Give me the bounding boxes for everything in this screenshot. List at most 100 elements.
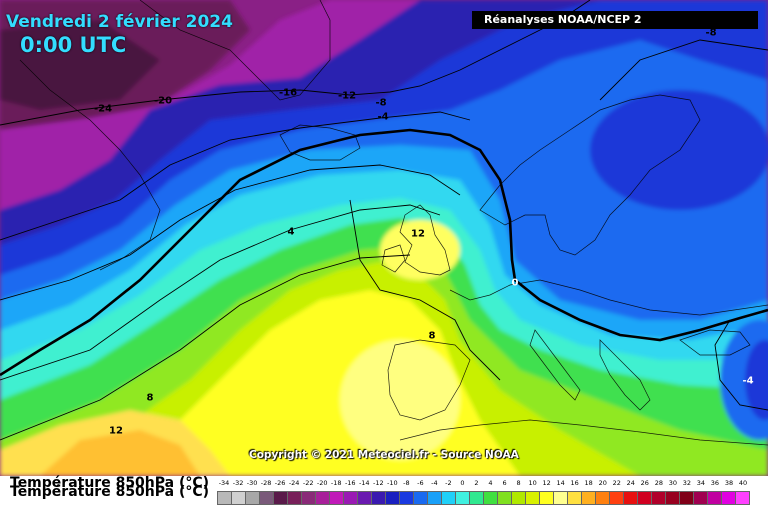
isotherm-label: -24 xyxy=(93,103,113,115)
color-scale-tick: -22 xyxy=(302,479,314,487)
color-scale-cell xyxy=(596,492,610,504)
color-scale-cell xyxy=(428,492,442,504)
isotherm-label: 12 xyxy=(109,425,123,437)
color-scale-cell xyxy=(232,492,246,504)
variable-title: Température 850hPa (°C) xyxy=(10,475,210,491)
color-scale-cell xyxy=(400,492,414,504)
color-scale-cell xyxy=(330,492,344,504)
color-scale-cell xyxy=(694,492,708,504)
color-scale-tick: 8 xyxy=(516,479,521,487)
chart-date-title: Vendredi 2 février 2024 xyxy=(6,12,233,32)
color-scale-cell xyxy=(442,492,456,504)
color-scale-cell xyxy=(540,492,554,504)
color-scale-tick: 2 xyxy=(474,479,479,487)
color-scale-tick: -10 xyxy=(387,479,398,487)
color-scale-tick: -26 xyxy=(274,479,286,487)
color-scale-cell xyxy=(708,492,722,504)
color-scale-tick: 40 xyxy=(738,479,748,487)
color-scale-cell xyxy=(274,492,288,504)
color-scale-tick: -2 xyxy=(445,479,452,487)
color-scale-cell xyxy=(484,492,498,504)
color-scale-tick: 14 xyxy=(556,479,565,487)
temperature-map xyxy=(0,0,768,476)
color-scale-cell xyxy=(512,492,526,504)
color-scale-tick: 10 xyxy=(528,479,537,487)
isotherm-label: -8 xyxy=(705,27,717,39)
isotherm-label: -8 xyxy=(375,97,387,109)
color-scale-cell xyxy=(666,492,680,504)
isotherm-label: 0 xyxy=(511,277,519,289)
color-scale-cell xyxy=(456,492,470,504)
color-scale-tick: -6 xyxy=(417,479,424,487)
color-scale-tick: -34 xyxy=(218,479,230,487)
color-scale-tick: -12 xyxy=(372,479,384,487)
color-scale-tick: 18 xyxy=(584,479,593,487)
isotherm-label: -12 xyxy=(337,90,357,102)
color-scale-cell xyxy=(638,492,652,504)
color-scale-tick: -30 xyxy=(246,479,258,487)
isotherm-label: 8 xyxy=(428,330,436,342)
color-scale-tick: -14 xyxy=(358,479,370,487)
color-scale-cell xyxy=(386,492,400,504)
variable-title-shadow: Température 850hPa (°C) xyxy=(10,484,210,500)
isotherm-label: -4 xyxy=(377,111,389,123)
color-scale-cell xyxy=(526,492,540,504)
color-scale-cell xyxy=(610,492,624,504)
color-scale-cell xyxy=(302,492,316,504)
color-scale-cell xyxy=(414,492,428,504)
color-scale-cell xyxy=(624,492,638,504)
color-scale-tick: 32 xyxy=(682,479,692,487)
isotherm-label: -4 xyxy=(742,375,754,387)
color-scale-cell xyxy=(736,492,749,504)
isotherm-label: 8 xyxy=(146,392,154,404)
color-scale-tick: 28 xyxy=(654,479,663,487)
color-scale-tick: -4 xyxy=(431,479,438,487)
color-scale-cell xyxy=(582,492,596,504)
color-scale-tick: -8 xyxy=(403,479,410,487)
color-scale-cell xyxy=(652,492,666,504)
color-scale-cell xyxy=(470,492,484,504)
source-label: Réanalyses NOAA/NCEP 2 xyxy=(472,11,758,29)
color-scale-tick: -18 xyxy=(330,479,342,487)
color-scale-cell xyxy=(372,492,386,504)
color-scale-tick: -16 xyxy=(344,479,356,487)
color-scale-tick: 30 xyxy=(668,479,677,487)
color-scale-cell xyxy=(316,492,330,504)
color-scale-tick: 4 xyxy=(488,479,493,487)
color-scale-tick: 20 xyxy=(598,479,607,487)
color-scale-tick: 16 xyxy=(570,479,579,487)
legend-bar: Température 850hPa (°C) Température 850h… xyxy=(0,476,768,512)
color-scale-tick: -28 xyxy=(260,479,272,487)
isotherm-label: -20 xyxy=(153,95,173,107)
color-scale-cell xyxy=(344,492,358,504)
color-scale-tick: 24 xyxy=(626,479,635,487)
color-scale-cell xyxy=(218,492,232,504)
color-scale-tick: 0 xyxy=(460,479,465,487)
color-scale-tick: 26 xyxy=(640,479,649,487)
color-scale-cell xyxy=(680,492,694,504)
isotherm-label: -16 xyxy=(278,87,298,99)
color-scale-tick: 38 xyxy=(724,479,734,487)
color-scale-cell xyxy=(246,492,260,504)
isotherm-label: 12 xyxy=(411,228,425,240)
color-scale-tick: -20 xyxy=(316,479,328,487)
color-scale-cell xyxy=(554,492,568,504)
color-scale-cell xyxy=(498,492,512,504)
color-scale-cell xyxy=(260,492,274,504)
chart-time: 0:00 UTC xyxy=(20,33,127,57)
color-scale-cell xyxy=(358,492,372,504)
color-scale-tick: 34 xyxy=(696,479,706,487)
color-scale-tick: 12 xyxy=(542,479,551,487)
color-scale-cell xyxy=(568,492,582,504)
color-scale: -34 -32 -30 -28 -26 -24 -22 -20 -18 -16 -14 -12 -10-… xyxy=(217,479,753,505)
color-scale-tick: 22 xyxy=(612,479,621,487)
color-scale-tick: 6 xyxy=(502,479,507,487)
copyright-text: Copyright © 2021 Meteociel.fr - Source N… xyxy=(249,449,519,461)
color-scale-ticks: -34 -32 -30 -28 -26 -24 -22 -20 -18 -16 -14 -12 -10-… xyxy=(217,479,753,491)
color-scale-cell xyxy=(288,492,302,504)
color-scale-tick: -24 xyxy=(288,479,300,487)
color-scale-cells xyxy=(217,491,750,505)
color-scale-tick: -32 xyxy=(232,479,244,487)
color-scale-tick: 36 xyxy=(710,479,720,487)
